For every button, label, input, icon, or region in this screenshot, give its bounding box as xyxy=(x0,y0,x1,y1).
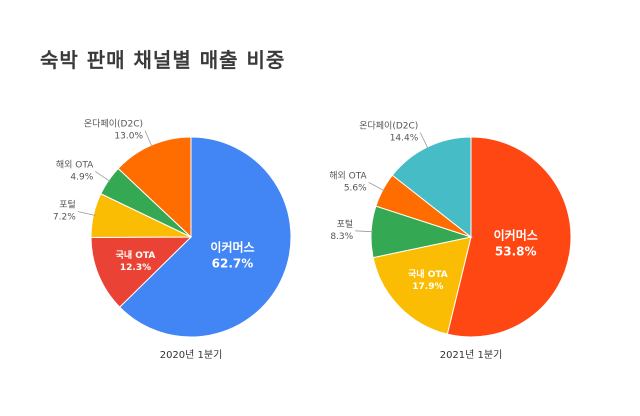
leader-line xyxy=(95,171,111,182)
slice-value: 53.8% xyxy=(495,244,537,258)
slice-value: 7.2% xyxy=(53,213,76,223)
chart-caption: 2021년 1분기 xyxy=(440,349,503,361)
slice-value: 8.3% xyxy=(330,232,353,242)
slice-value: 17.9% xyxy=(412,282,443,292)
slice-label: 온다페이(D2C) xyxy=(84,119,143,130)
pie-slice xyxy=(118,136,292,338)
slice-label: 이커머스 xyxy=(494,227,538,242)
slice-value: 62.7% xyxy=(212,256,254,270)
slice-label: 포털 xyxy=(337,218,354,230)
slice-label: 이커머스 xyxy=(210,239,254,254)
pie-slice xyxy=(446,136,572,338)
page-title: 숙박 판매 채널별 매출 비중 xyxy=(40,48,286,72)
leader-line xyxy=(77,211,96,216)
slice-label: 국내 OTA xyxy=(408,268,448,280)
slice-value: 12.3% xyxy=(120,263,151,273)
slice-value: 5.6% xyxy=(344,183,367,193)
slice-label: 국내 OTA xyxy=(116,249,156,261)
leader-line xyxy=(368,182,385,192)
slice-value: 13.0% xyxy=(114,132,143,142)
slice-label: 포털 xyxy=(59,199,76,211)
slice-label: 온다페이(D2C) xyxy=(359,121,418,132)
pie-slice xyxy=(372,236,472,335)
slice-value: 14.4% xyxy=(390,134,419,144)
leader-line xyxy=(419,132,429,150)
pie-chart-2021-q1: 이커머스 53.8% 국내 OTA 17.9% 포털 8.3% 해외 OTA 5.6% 온다페이… xyxy=(329,121,572,361)
leader-line xyxy=(355,230,374,233)
pie-slice xyxy=(90,236,193,308)
slice-label: 해외 OTA xyxy=(56,158,94,170)
slice-value: 4.9% xyxy=(70,172,93,182)
slice-label: 해외 OTA xyxy=(329,169,367,181)
leader-line xyxy=(144,130,153,148)
chart-caption: 2020년 1분기 xyxy=(160,349,223,361)
pie-chart-2020-q1: 이커머스 62.7% 국내 OTA 12.3% 포털 7.2% 해외 OTA 4.9% 온다페이… xyxy=(53,119,292,361)
